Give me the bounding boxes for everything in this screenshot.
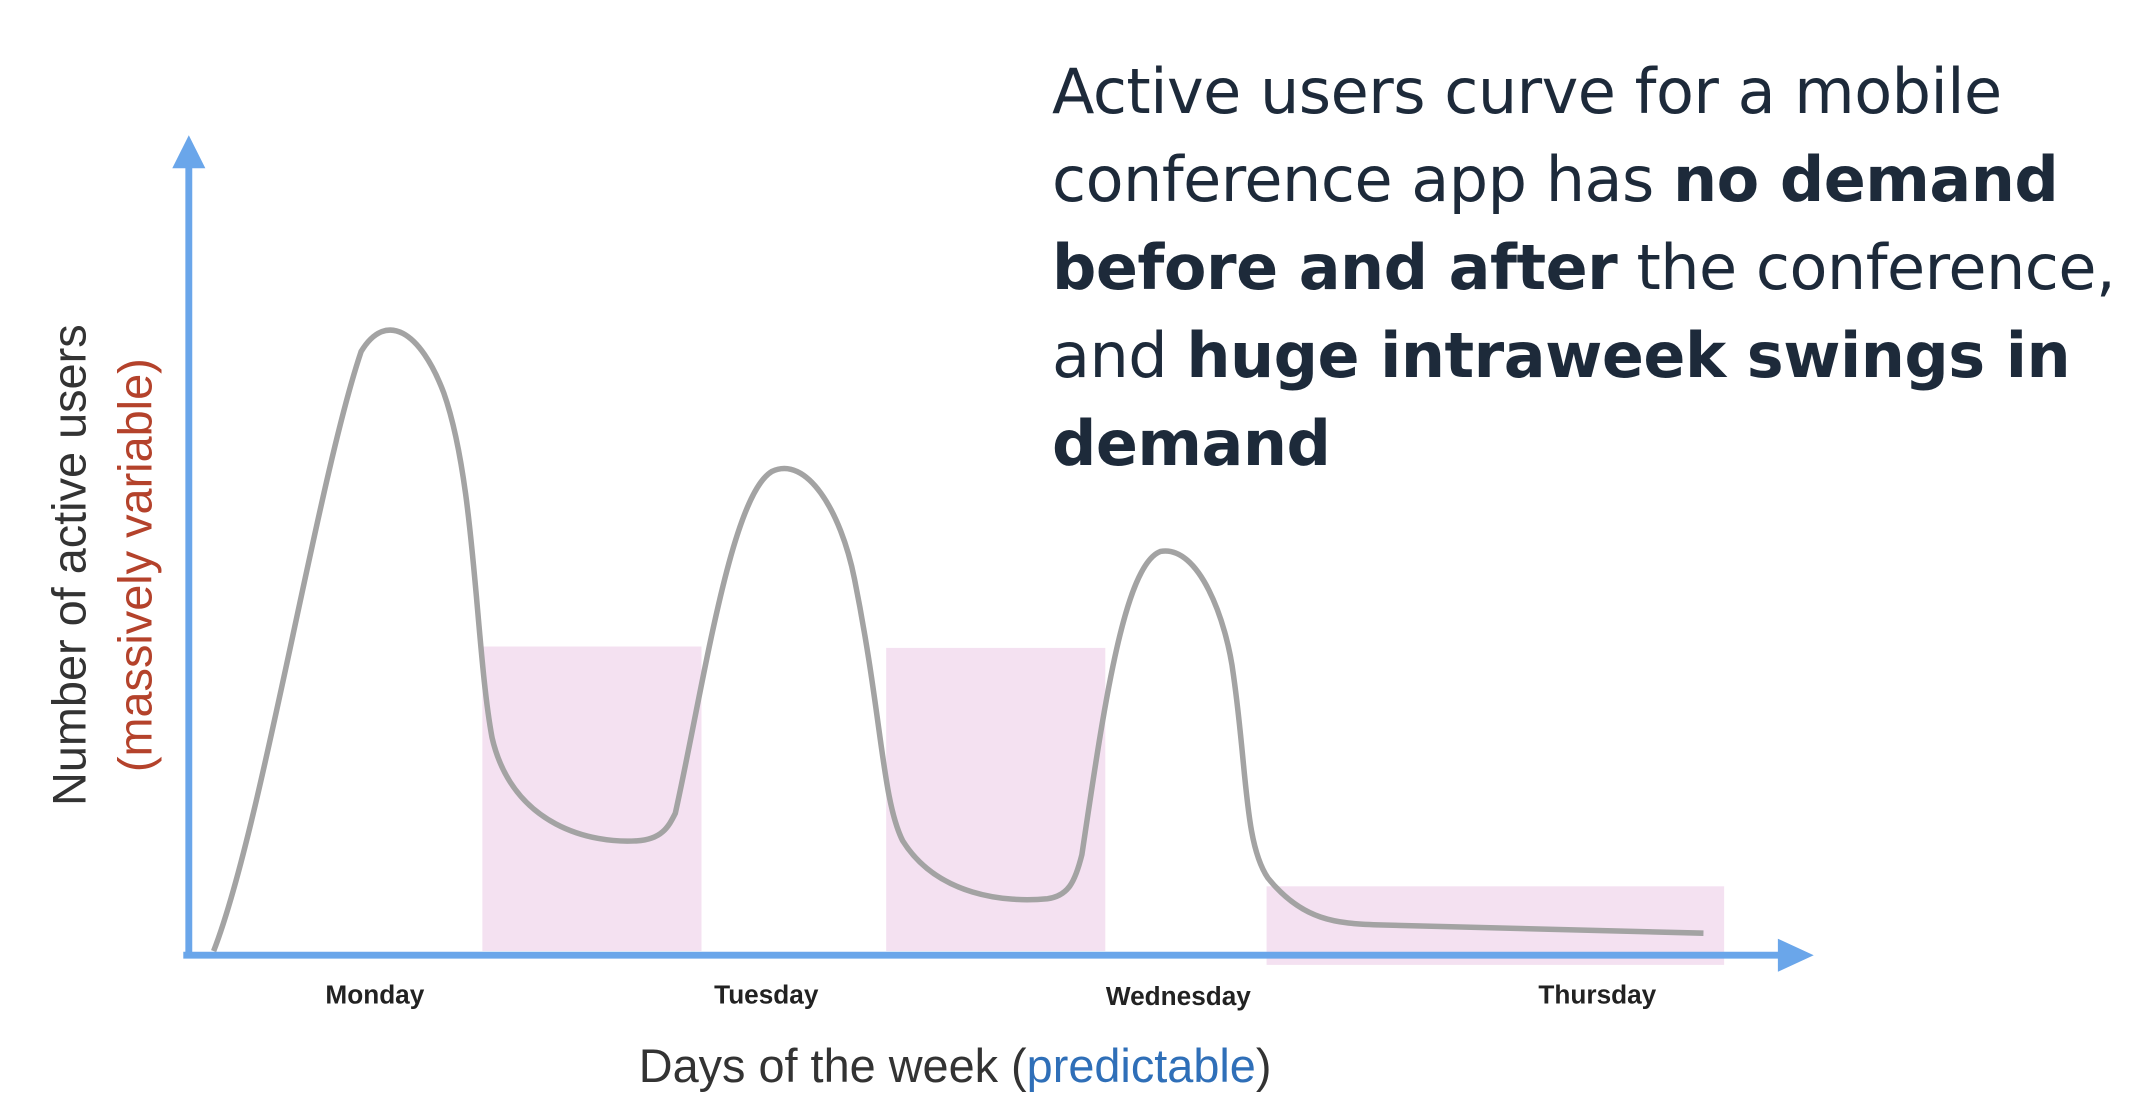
x-axis-note: predictable	[1027, 1040, 1256, 1092]
demand-curve	[211, 327, 1704, 953]
heading-text: Active users curve for a mobile conferen…	[1052, 55, 2002, 216]
x-axis-title: Days of the week (predictable)	[639, 1040, 1272, 1092]
day-label: Tuesday	[714, 979, 819, 1009]
y-axis-label: Number of active users	[43, 324, 95, 806]
heading-emphasis: huge intraweek swings in demand	[1052, 319, 2071, 480]
day-label: Wednesday	[1106, 981, 1251, 1011]
low-demand-band	[886, 647, 1106, 952]
day-label: Thursday	[1538, 979, 1656, 1009]
y-axis-note: (massively variable)	[110, 358, 162, 772]
day-label: Monday	[325, 979, 424, 1009]
heading: Active users curve for a mobile conferen…	[1052, 48, 2142, 488]
heading-emphasis: no demand before and after	[1052, 143, 2059, 304]
x-axis-close: )	[1256, 1040, 1272, 1092]
heading-text: the conference, and	[1052, 231, 2116, 392]
low-demand-band	[482, 646, 702, 952]
x-axis-label: Days of the week (	[639, 1040, 1027, 1092]
x-axis-arrow	[1777, 938, 1814, 972]
y-axis-arrow	[172, 135, 206, 169]
